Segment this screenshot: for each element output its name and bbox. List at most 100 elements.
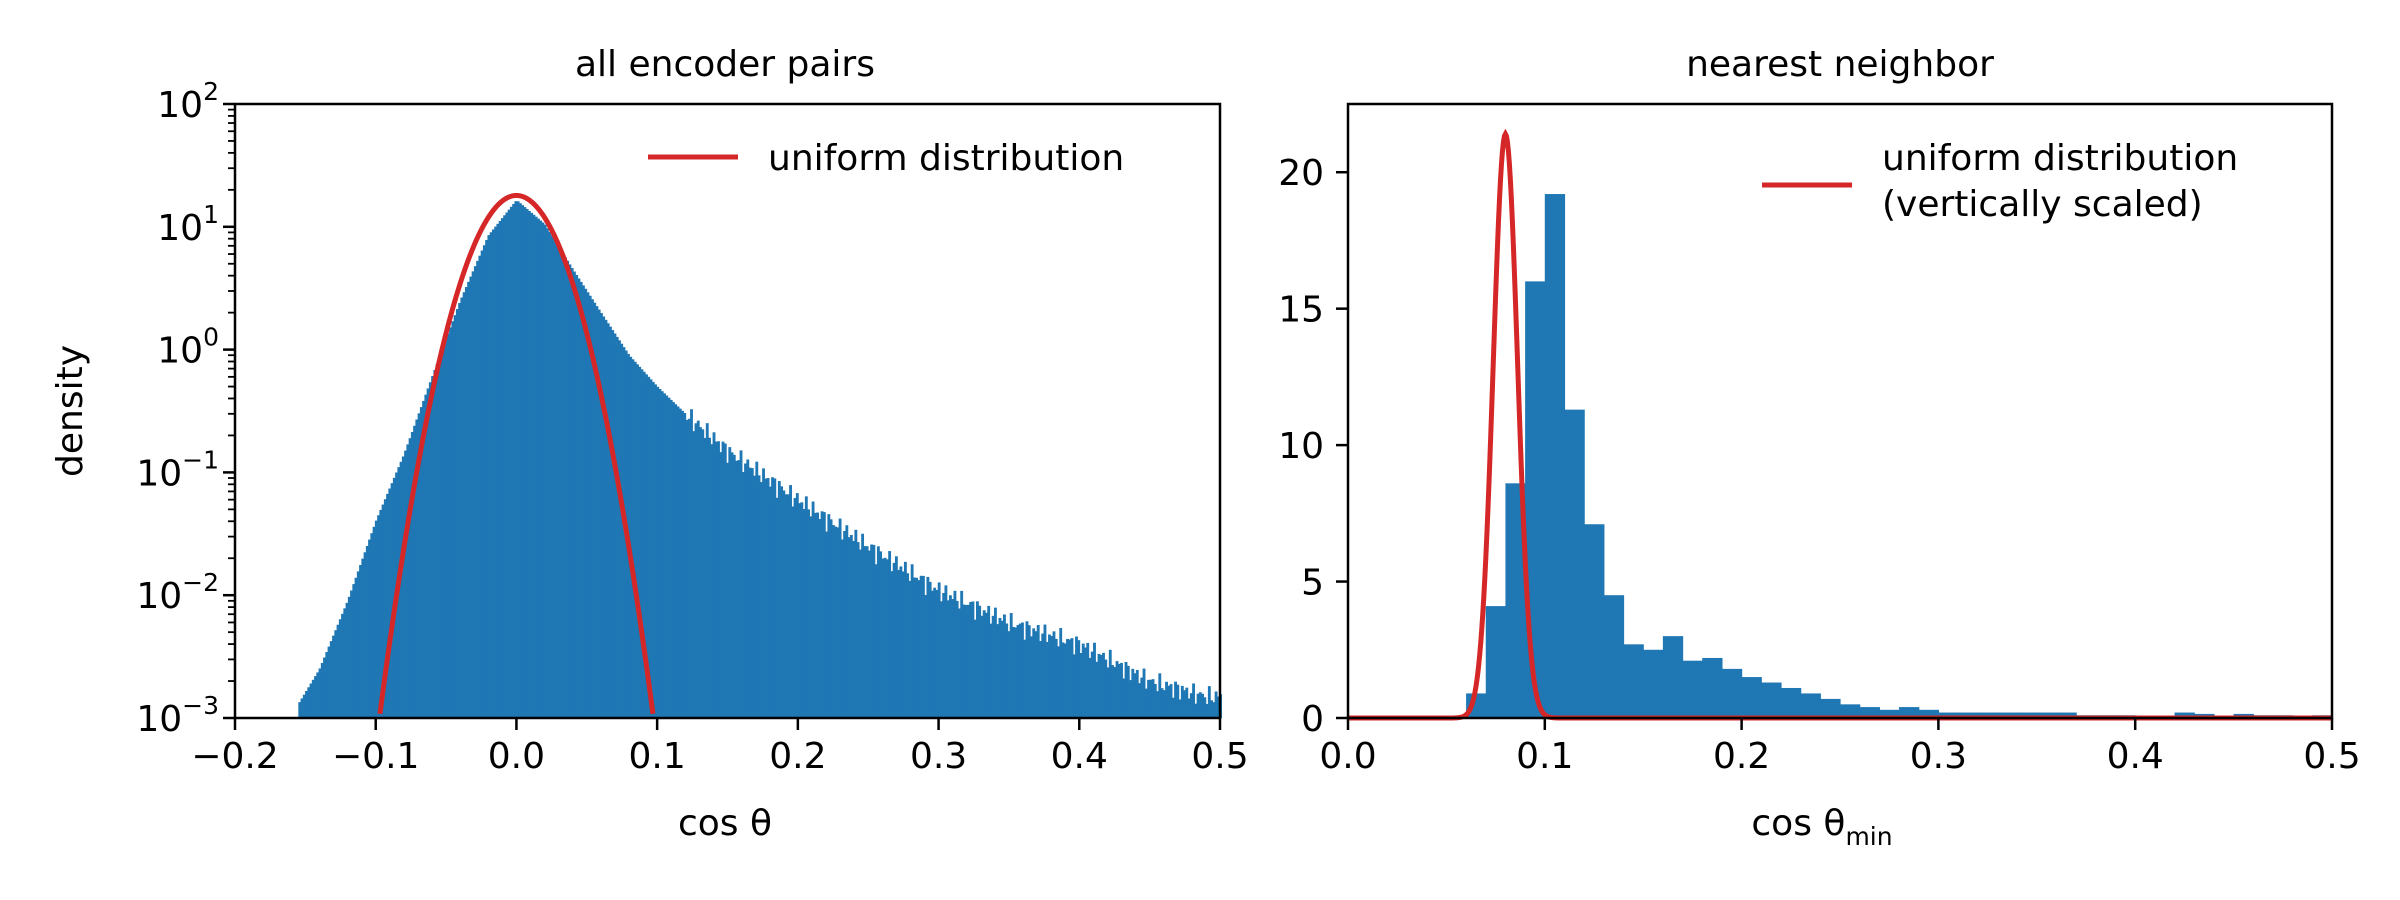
left-hist-bar [552,239,556,718]
left-hist-bar [672,402,675,718]
left-hist-bar [1057,646,1060,718]
left-hist-bar [654,384,657,718]
left-hist-bar [926,576,930,718]
left-hist-bar [446,333,450,718]
left-hist-bar [976,601,979,718]
left-hist-bar [584,288,588,718]
left-hist-bar [847,537,851,718]
left-hist-bar [746,459,750,718]
left-hist-bar [1129,680,1132,718]
right-y-tick-label: 20 [1278,153,1324,194]
left-uniform-curve [377,192,656,715]
left-hist-bar [759,481,763,718]
left-hist-bar [838,518,842,718]
left-hist-bar [401,456,405,718]
left-hist-bar [329,641,333,718]
left-hist-bar [1072,654,1076,718]
left-hist-bar [717,441,720,718]
left-hist-bar [789,485,792,718]
left-hist-bar [341,613,344,718]
left-x-tick-label: 0.2 [769,736,826,777]
left-histogram [298,201,1223,719]
left-hist-bar [714,441,718,718]
left-hist-bar [721,441,725,718]
left-hist-bar [471,271,475,718]
left-hist-bar [1003,614,1006,718]
left-hist-bar [732,454,736,718]
left-hist-bar [496,223,500,718]
left-hist-bar [676,406,680,718]
left-hist-bar [455,309,459,718]
left-hist-bar [1216,696,1220,718]
left-hist-bar [568,264,572,718]
right-hist-bar [1584,524,1605,718]
left-hist-bar [570,268,574,718]
left-hist-bar [1068,639,1072,718]
left-hist-bar [1117,663,1121,718]
left-hist-bar [1045,642,1049,718]
left-hist-bar [856,542,860,718]
left-hist-bar [1093,642,1096,718]
left-hist-bar [343,608,347,718]
left-hist-bar [370,533,374,718]
left-hist-bar [782,490,786,718]
left-hist-bar [518,203,522,718]
right-hist-bar [1899,707,1920,718]
left-hist-bar [667,397,671,718]
left-hist-bar [1203,697,1207,718]
left-hist-bar [577,278,581,718]
left-hist-bar [539,220,543,718]
left-hist-bar [946,600,950,718]
left-hist-bar [302,694,306,718]
left-hist-bar [1113,667,1117,718]
left-hist-bar [507,209,511,719]
left-hist-bar [1122,678,1126,718]
left-hist-bar [917,580,921,718]
right-hist-bar [1741,677,1762,718]
left-hist-bar [642,371,646,718]
left-hist-bar [879,551,883,718]
left-hist-bar [316,672,320,718]
left-hist-bar [937,582,941,718]
left-hist-bar [487,235,491,718]
left-hist-bar [356,571,360,718]
left-hist-bar [1153,684,1157,718]
left-hist-bar [753,475,756,718]
left-hist-bar [1106,667,1110,718]
left-hist-bar [665,395,669,718]
left-hist-bar [1149,679,1153,718]
left-hist-bar [473,266,477,718]
right-x-label: cos θmin [1751,803,1892,851]
left-x-tick-label: 0.0 [488,736,545,777]
left-hist-bar [1030,636,1033,718]
left-hist-bar [1021,622,1024,718]
left-hist-bar [876,546,880,718]
left-hist-bar [957,608,961,718]
left-hist-bar [365,545,369,718]
left-hist-bar [867,550,871,718]
left-hist-bar [775,497,779,718]
right-hist-bar [1525,281,1546,718]
left-plot-frame [233,102,1222,720]
left-hist-bar [1192,683,1195,718]
left-legend-label: uniform distribution [768,138,1124,179]
left-hist-bar [602,316,606,718]
left-hist-bar [1063,643,1067,718]
left-hist-bar [521,205,525,718]
left-hist-bar [1194,703,1198,718]
left-hist-bar [437,357,441,718]
left-hist-bar [1084,647,1087,718]
left-hist-bar [816,512,820,718]
left-hist-bar [1171,697,1175,718]
left-x-tick-label: 0.1 [629,736,686,777]
left-hist-bar [645,374,648,718]
right-y-tick-label: 10 [1278,426,1324,467]
left-hist-bar [710,444,714,718]
right-hist-bar [1997,712,2018,718]
left-hist-bar [467,281,471,718]
left-hist-bar [1174,681,1177,718]
left-hist-bar [1198,692,1202,718]
left-hist-bar [1088,657,1092,718]
right-hist-bar [1977,712,1999,718]
left-hist-bar [1075,636,1078,718]
